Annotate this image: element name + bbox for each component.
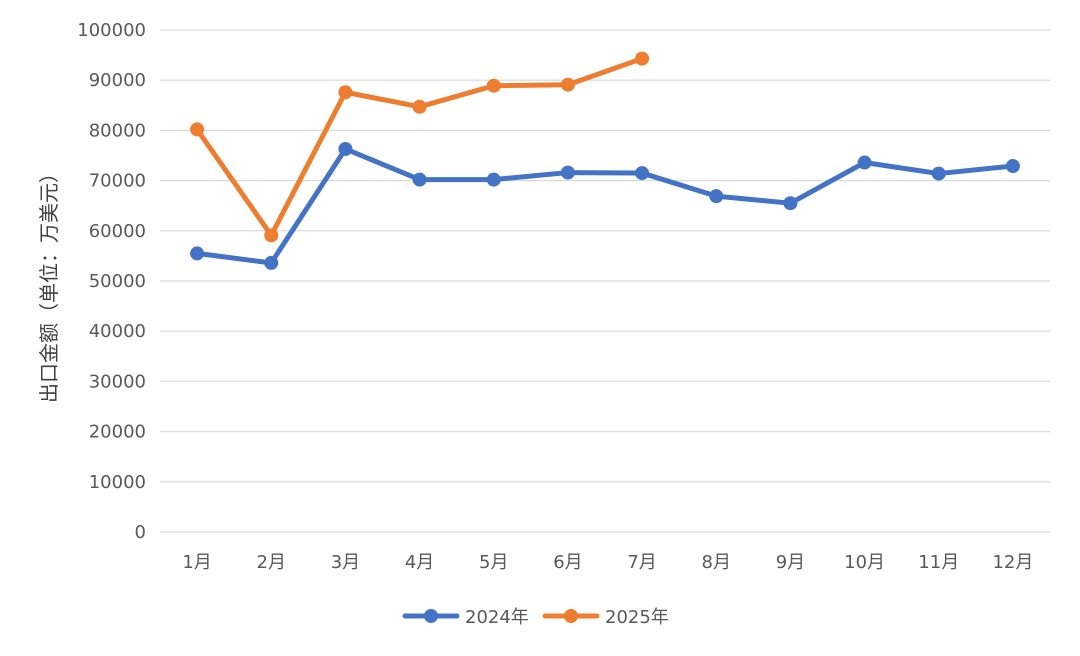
y-tick-label: 40000	[89, 321, 146, 342]
data-point	[931, 166, 946, 181]
data-point	[412, 99, 427, 114]
legend-swatch-marker	[564, 609, 578, 623]
y-axis-title: 出口金额（单位：万美元）	[37, 163, 61, 403]
legend: 2024年 2025年	[402, 607, 669, 628]
series-2	[190, 51, 650, 243]
x-tick-label: 2月	[257, 552, 286, 573]
x-tick-label: 3月	[331, 552, 360, 573]
data-point	[412, 172, 427, 187]
x-axis-ticks: 1月 2月 3月 4月 5月 6月 7月 8月 9月 10月 11月 12月	[182, 552, 1033, 573]
y-tick-label: 90000	[89, 70, 146, 91]
y-tick-label: 80000	[89, 120, 146, 141]
data-point	[338, 141, 353, 156]
legend-swatch-marker	[424, 609, 438, 623]
y-tick-label: 50000	[89, 271, 146, 292]
y-tick-label: 70000	[89, 171, 146, 192]
x-tick-label: 6月	[553, 552, 582, 573]
series-1	[190, 141, 1020, 270]
series-layer	[190, 51, 1020, 270]
y-tick-label: 60000	[89, 221, 146, 242]
data-point	[486, 78, 501, 93]
x-tick-label: 5月	[479, 552, 508, 573]
data-point	[486, 172, 501, 187]
data-point	[560, 77, 575, 92]
data-point	[857, 155, 872, 170]
x-tick-label: 12月	[992, 552, 1033, 573]
gridlines	[160, 29, 1050, 533]
data-point	[560, 165, 575, 180]
x-tick-label: 1月	[182, 552, 211, 573]
data-point	[783, 196, 798, 211]
data-point	[635, 166, 650, 181]
y-tick-label: 10000	[89, 472, 146, 493]
data-point	[190, 246, 205, 261]
y-tick-label: 20000	[89, 422, 146, 443]
legend-label: 2025年	[605, 607, 669, 628]
x-tick-label: 9月	[776, 552, 805, 573]
data-point	[1005, 159, 1020, 174]
data-point	[190, 122, 205, 137]
data-point	[264, 255, 279, 270]
x-tick-label: 11月	[918, 552, 959, 573]
series-line	[194, 146, 1016, 266]
data-point	[635, 51, 650, 66]
legend-label: 2024年	[465, 607, 529, 628]
x-tick-label: 4月	[405, 552, 434, 573]
y-tick-label: 30000	[89, 371, 146, 392]
x-tick-label: 8月	[702, 552, 731, 573]
data-point	[264, 228, 279, 243]
data-point	[338, 85, 353, 100]
y-tick-label: 0	[135, 522, 146, 543]
x-tick-label: 7月	[627, 552, 656, 573]
x-tick-label: 10月	[844, 552, 885, 573]
y-tick-label: 100000	[77, 20, 146, 41]
y-axis-ticks: 0 10000 20000 30000 40000 50000 60000 70000 8000…	[77, 20, 146, 543]
data-point	[709, 189, 724, 204]
